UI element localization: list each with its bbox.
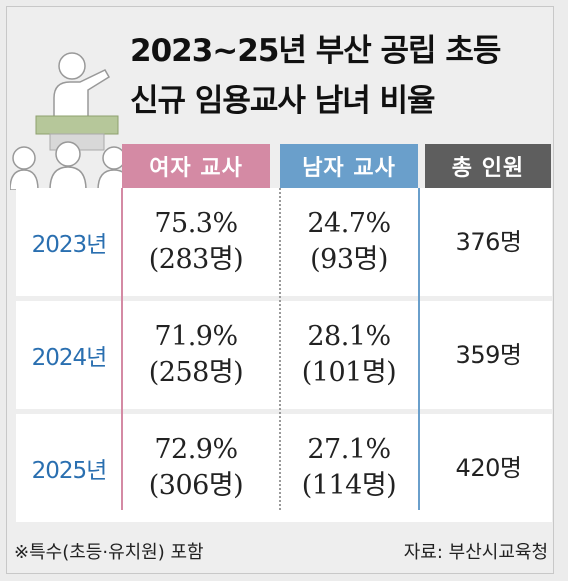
source-credit: 자료: 부산시교육청: [403, 542, 548, 563]
year-label: 2023년: [31, 232, 108, 258]
header-total: 총 인원: [425, 144, 551, 188]
header-female: 여자 교사: [122, 144, 270, 188]
male-cell: 28.1% (101명): [280, 313, 418, 397]
female-column-divider: [121, 188, 123, 510]
header-male: 남자 교사: [280, 144, 418, 188]
male-column-divider: [279, 188, 281, 510]
female-count: (306명): [148, 470, 244, 501]
table-row: 2023년 75.3% (283명) 24.7% (93명) 376명: [16, 188, 552, 296]
table-row: 2025년 72.9% (306명) 27.1% (114명) 420명: [16, 414, 552, 522]
female-cell: 75.3% (283명): [122, 200, 270, 284]
male-pct: 28.1%: [307, 321, 391, 352]
total-cell: 359명: [455, 341, 522, 369]
table-row: 2024년 71.9% (258명) 28.1% (101명) 359명: [16, 301, 552, 409]
title-line-2: 신규 임용교사 남녀 비율: [130, 83, 436, 119]
title-line-1: 2023~25년 부산 공립 초등: [130, 33, 501, 69]
female-pct: 75.3%: [154, 208, 238, 239]
male-pct: 27.1%: [307, 434, 391, 465]
male-pct: 24.7%: [307, 208, 391, 239]
chart-title: 2023~25년 부산 공립 초등 신규 임용교사 남녀 비율: [130, 26, 550, 126]
total-cell: 420명: [455, 454, 522, 482]
female-count: (258명): [148, 357, 244, 388]
total-column-divider: [418, 188, 420, 510]
male-cell: 27.1% (114명): [280, 426, 418, 510]
female-cell: 72.9% (306명): [122, 426, 270, 510]
year-label: 2024년: [31, 345, 108, 371]
male-count: (93명): [310, 244, 388, 275]
female-cell: 71.9% (258명): [122, 313, 270, 397]
female-count: (283명): [148, 244, 244, 275]
footnote: ※특수(초등·유치원) 포함: [14, 542, 204, 563]
female-pct: 71.9%: [154, 321, 238, 352]
male-cell: 24.7% (93명): [280, 200, 418, 284]
total-cell: 376명: [455, 228, 522, 256]
male-count: (114명): [301, 470, 397, 501]
female-pct: 72.9%: [154, 434, 238, 465]
teacher-classroom-icon: [10, 52, 130, 190]
year-label: 2025년: [31, 458, 108, 484]
male-count: (101명): [301, 357, 397, 388]
